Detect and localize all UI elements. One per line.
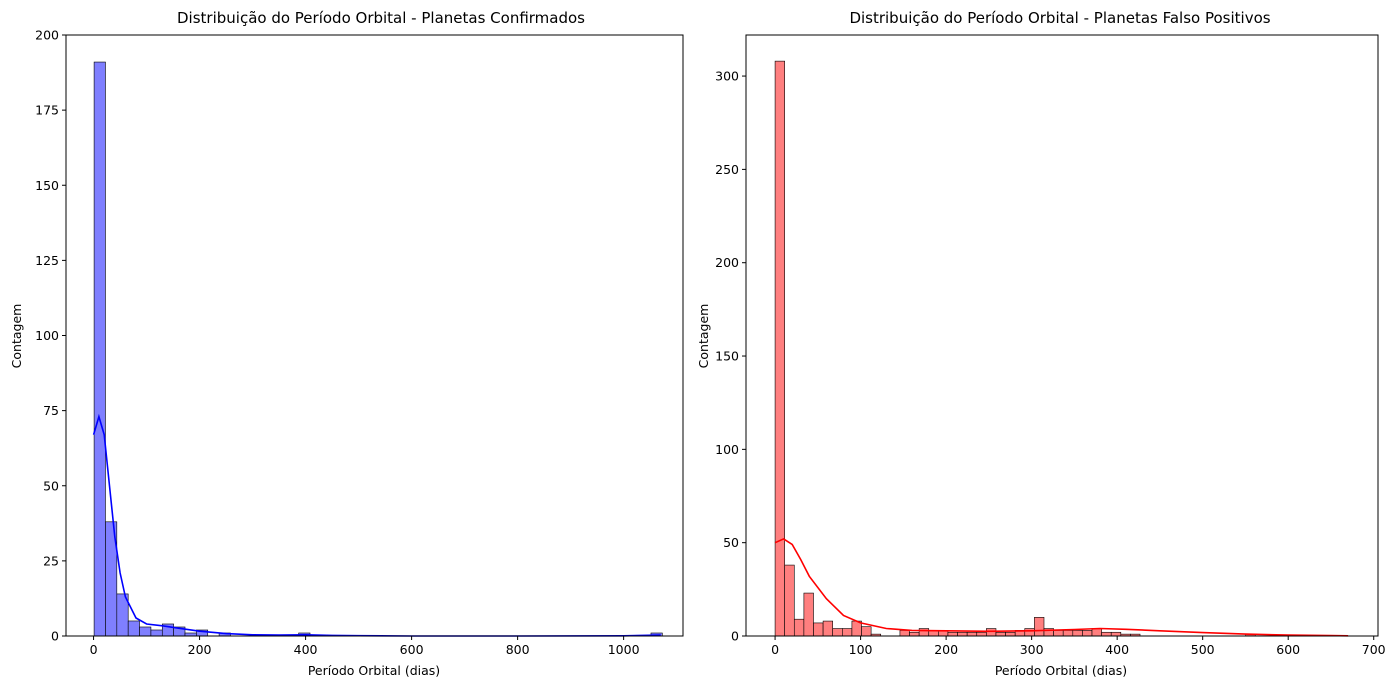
y-tick-label: 100 <box>715 442 739 457</box>
histogram-bar <box>1082 630 1093 637</box>
x-tick-label: 1000 <box>608 642 640 657</box>
histogram-bar <box>1062 630 1074 637</box>
x-tick-label: 500 <box>1191 642 1215 657</box>
histogram-bar <box>127 620 140 637</box>
y-tick-label: 100 <box>35 328 59 343</box>
histogram-bar <box>803 592 814 637</box>
kde-line <box>774 537 1349 637</box>
x-tick-label: 200 <box>188 642 212 657</box>
x-axis-label: Período Orbital (dias) <box>308 663 440 678</box>
x-tick-label: 300 <box>1020 642 1044 657</box>
y-tick-label: 300 <box>715 69 739 84</box>
plot-frame <box>745 34 1379 637</box>
histogram-bar <box>918 628 930 637</box>
y-tick-label: 0 <box>731 629 739 644</box>
chart-title: Distribuição do Período Orbital - Planet… <box>177 9 585 27</box>
y-tick-label: 150 <box>35 178 59 193</box>
histogram-bar <box>784 564 795 637</box>
x-tick-label: 700 <box>1362 642 1386 657</box>
histogram-bar <box>861 626 872 637</box>
histogram-bar <box>1101 631 1112 637</box>
histogram-bar <box>1091 628 1102 637</box>
x-tick-label: 100 <box>849 642 873 657</box>
histogram-bar <box>1110 631 1122 637</box>
x-tick-label: 200 <box>934 642 958 657</box>
histogram-bar <box>832 628 843 637</box>
histogram-bar <box>813 622 824 637</box>
x-tick-label: 400 <box>294 642 318 657</box>
histogram-bar <box>966 631 978 637</box>
y-tick-label: 200 <box>35 28 59 43</box>
histogram-bar <box>842 628 853 637</box>
x-tick-label: 0 <box>771 642 779 657</box>
chart-title: Distribuição do Período Orbital - Planet… <box>849 9 1270 27</box>
histogram-bar <box>1005 631 1016 637</box>
y-tick-label: 175 <box>35 103 59 118</box>
chart-confirmed: Distribuição do Período Orbital - Planet… <box>9 9 684 678</box>
histogram-bar <box>1034 617 1045 637</box>
y-tick-label: 50 <box>43 478 59 493</box>
y-tick-label: 25 <box>43 553 59 568</box>
x-tick-label: 400 <box>1105 642 1129 657</box>
histogram-bar <box>822 620 834 637</box>
histogram-bar <box>1024 628 1035 637</box>
histogram-bar <box>1072 630 1083 637</box>
histogram-bar <box>957 631 968 637</box>
histogram-bar <box>93 61 106 637</box>
y-tick-label: 200 <box>715 255 739 270</box>
histogram-bar <box>774 60 785 637</box>
y-axis-label: Contagem <box>9 304 24 369</box>
y-axis-label: Contagem <box>696 304 711 369</box>
y-tick-label: 50 <box>723 535 739 550</box>
y-tick-label: 150 <box>715 349 739 364</box>
histogram-bar <box>139 626 152 637</box>
x-tick-label: 800 <box>506 642 530 657</box>
plot-frame <box>65 34 684 637</box>
y-tick-label: 75 <box>43 403 59 418</box>
histogram-bar <box>909 631 920 637</box>
histogram-bar <box>1053 630 1064 637</box>
y-tick-label: 0 <box>51 629 59 644</box>
kde-line <box>92 413 661 637</box>
x-tick-label: 600 <box>1276 642 1300 657</box>
x-axis-label: Período Orbital (dias) <box>995 663 1127 678</box>
y-tick-label: 125 <box>35 253 59 268</box>
histogram-bar <box>986 628 997 637</box>
histogram-bar <box>976 631 987 637</box>
histogram-bar <box>150 629 163 637</box>
histogram-bar <box>793 618 805 637</box>
x-tick-label: 0 <box>90 642 98 657</box>
histogram-bar <box>899 630 910 637</box>
y-tick-label: 250 <box>715 162 739 177</box>
x-tick-label: 600 <box>400 642 424 657</box>
histogram-bar <box>995 631 1006 637</box>
chart-false-positive: Distribuição do Período Orbital - Planet… <box>696 9 1386 678</box>
histogram-bar <box>947 631 958 637</box>
